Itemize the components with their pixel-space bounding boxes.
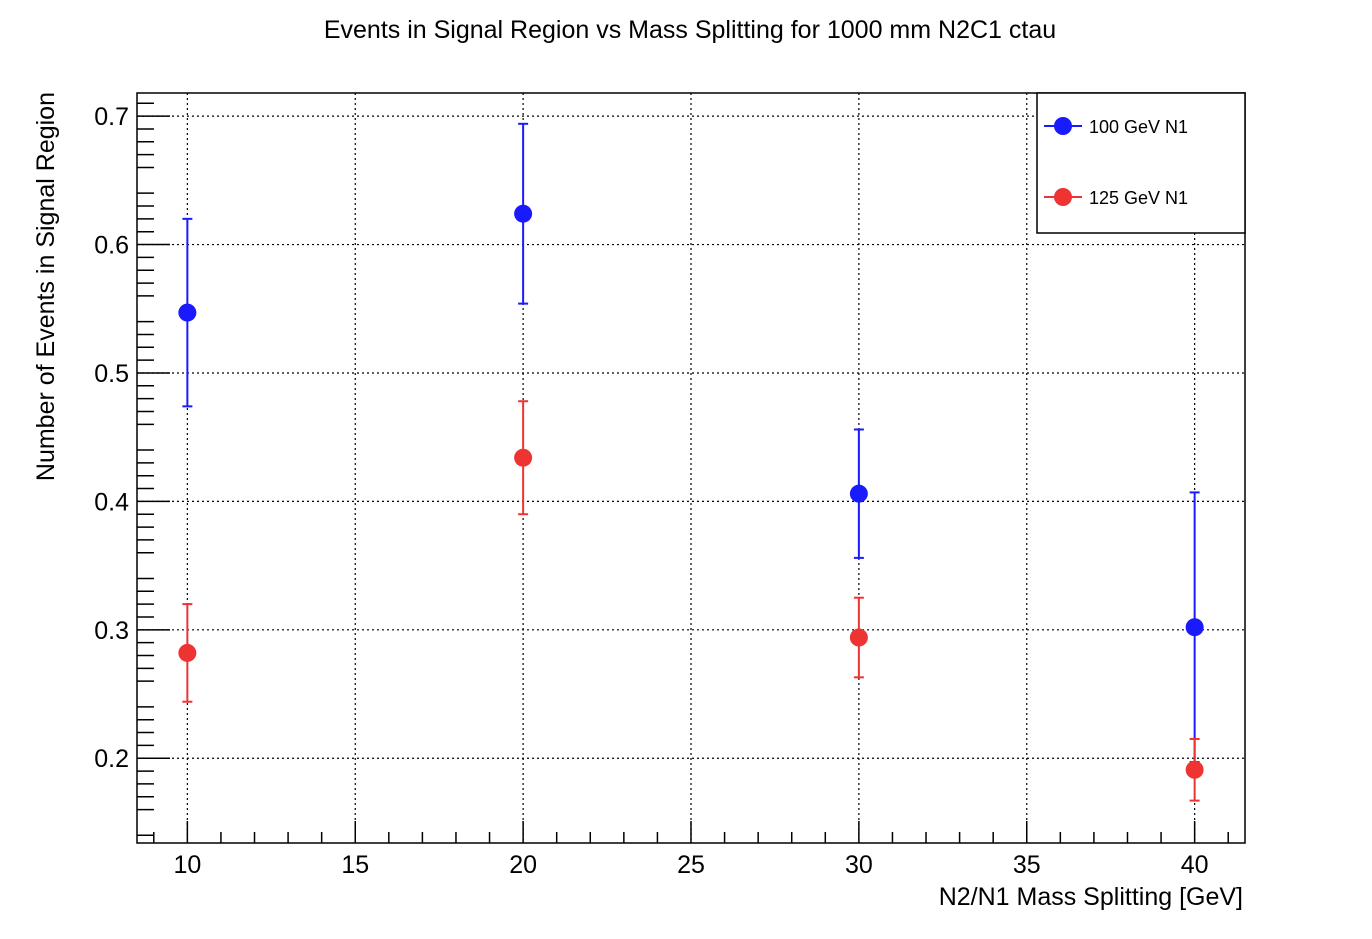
data-point — [849, 628, 868, 647]
y-tick-label: 0.3 — [94, 617, 129, 645]
legend-entry-100-gev-n1: 100 GeV N1 — [1044, 117, 1188, 137]
data-point — [849, 484, 868, 503]
data-point — [1185, 760, 1204, 779]
data-point — [514, 204, 533, 223]
y-tick-label: 0.6 — [94, 232, 129, 260]
y-tick-label: 0.2 — [94, 745, 129, 773]
x-tick-label: 10 — [173, 851, 201, 879]
x-tick-label: 40 — [1181, 851, 1209, 879]
data-point — [514, 448, 533, 467]
axis-ticks — [137, 102, 1229, 843]
legend-marker — [1054, 188, 1072, 206]
legend-label: 100 GeV N1 — [1089, 117, 1188, 137]
x-tick-label: 15 — [341, 851, 369, 879]
x-tick-label: 25 — [677, 851, 705, 879]
y-tick-label: 0.7 — [94, 103, 129, 131]
x-tick-label: 20 — [509, 851, 537, 879]
chart-title: Events in Signal Region vs Mass Splittin… — [324, 16, 1056, 44]
y-axis-label: Number of Events in Signal Region — [32, 92, 60, 481]
data-point — [178, 303, 197, 322]
y-tick-label: 0.5 — [94, 360, 129, 388]
x-axis-label: N2/N1 Mass Splitting [GeV] — [939, 883, 1243, 911]
legend-label: 125 GeV N1 — [1089, 188, 1188, 208]
x-tick-labels: 10 15 20 25 30 35 40 — [173, 851, 1208, 879]
data-point — [1185, 618, 1204, 637]
data-series — [178, 122, 1204, 802]
legend-box — [1036, 92, 1246, 234]
legend: 100 GeV N1 125 GeV N1 — [1036, 92, 1246, 234]
legend-entry-125-gev-n1: 125 GeV N1 — [1044, 188, 1188, 208]
y-tick-labels: 0.2 0.3 0.4 0.5 0.6 0.7 — [94, 103, 129, 773]
data-point — [178, 643, 197, 662]
legend-marker — [1054, 117, 1072, 135]
y-tick-label: 0.4 — [94, 488, 129, 516]
series-125-gev-n1 — [178, 400, 1204, 802]
series-100-gev-n1 — [178, 122, 1204, 764]
x-tick-label: 35 — [1013, 851, 1041, 879]
x-tick-label: 30 — [845, 851, 873, 879]
